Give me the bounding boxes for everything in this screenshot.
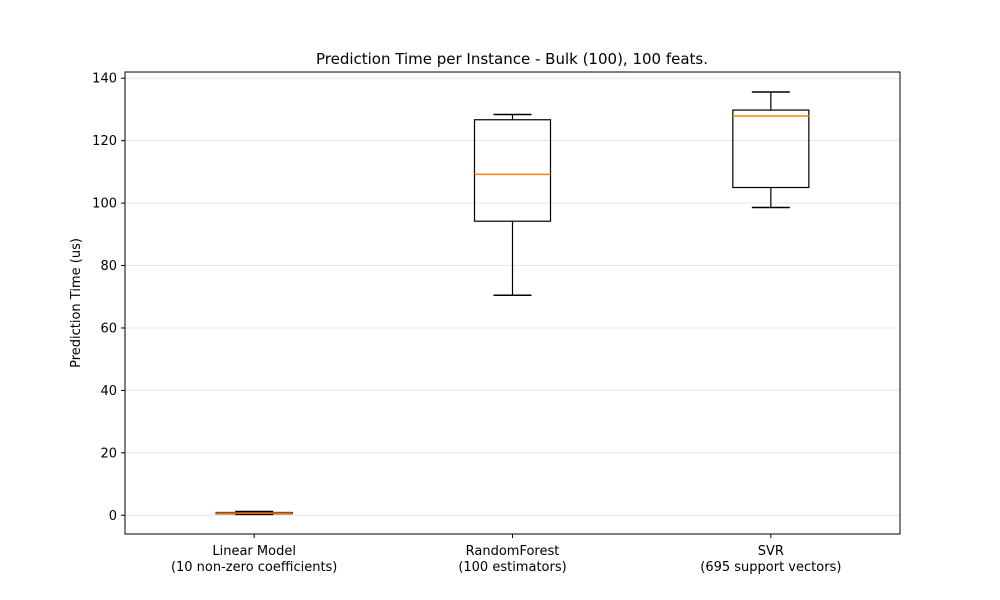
plot-frame: [124, 71, 901, 535]
box-iqr: [473, 119, 552, 222]
y-tick-label: 80: [100, 259, 117, 274]
y-tick-label: 100: [92, 197, 117, 212]
box-iqr: [732, 109, 810, 189]
x-tick-sublabel: (100 estimators): [458, 560, 566, 575]
y-tick-label: 140: [92, 72, 117, 87]
box-plot: [732, 91, 810, 209]
chart-title: Prediction Time per Instance - Bulk (100…: [316, 50, 708, 68]
y-tick-label: 60: [100, 321, 117, 336]
y-tick-label: 0: [109, 509, 117, 524]
y-tick-label: 40: [100, 384, 117, 399]
box-plot: [473, 113, 552, 296]
x-tick-label: RandomForest: [466, 544, 560, 559]
boxes: [215, 91, 810, 516]
grid-lines: [125, 77, 900, 516]
box-plot: [215, 510, 293, 516]
y-tick-label: 120: [92, 134, 117, 149]
x-tick-label: SVR: [758, 544, 784, 559]
x-ticks: Linear Model(10 non-zero coefficients) Ra…: [171, 534, 841, 575]
y-axis-label: Prediction Time (us): [69, 238, 84, 368]
x-tick-sublabel: (10 non-zero coefficients): [171, 560, 337, 575]
y-tick-label: 20: [100, 446, 117, 461]
y-ticks: 0 20 40 60 80 100 120 140: [92, 72, 125, 524]
x-tick-label: Linear Model: [212, 544, 296, 559]
x-tick-sublabel: (695 support vectors): [700, 560, 841, 575]
